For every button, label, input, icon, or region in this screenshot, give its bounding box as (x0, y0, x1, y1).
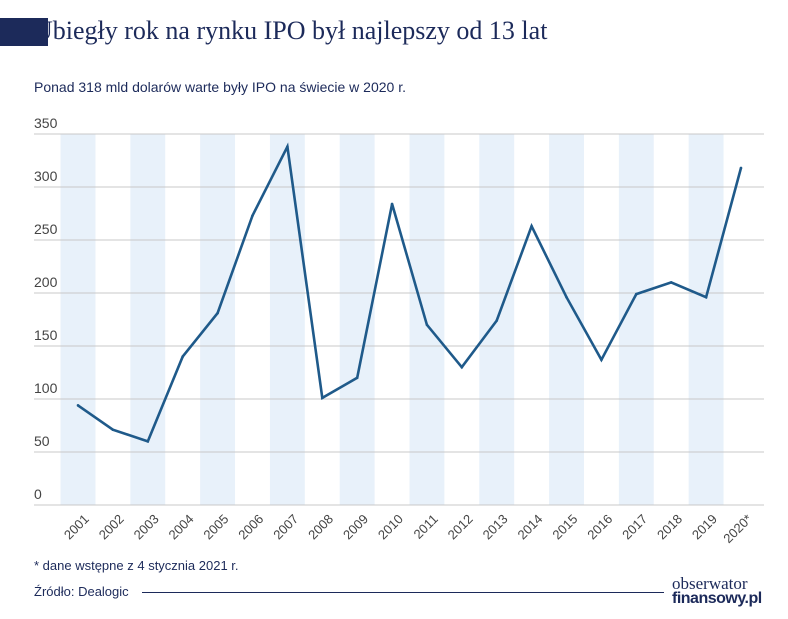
data-point-2015 (565, 295, 568, 299)
band-2003 (130, 134, 166, 505)
data-point-2007 (286, 145, 289, 149)
y-tick-label: 250 (34, 221, 58, 237)
logo-line-2: finansowy.pl (672, 590, 762, 607)
data-point-2010 (390, 202, 394, 206)
data-point-2012 (460, 365, 464, 369)
x-tick-label: 2005 (200, 511, 231, 542)
data-point-2014 (530, 224, 533, 228)
data-point-2004 (181, 355, 184, 358)
y-tick-label: 150 (34, 327, 58, 343)
y-tick-label: 0 (34, 486, 42, 502)
x-tick-label: 2012 (445, 511, 476, 542)
x-tick-label: 2020* (720, 511, 755, 546)
x-tick-label: 2011 (410, 511, 440, 541)
x-tick-label: 2014 (514, 511, 545, 542)
x-tick-label: 2001 (61, 511, 92, 542)
y-tick-label: 100 (34, 380, 58, 396)
x-tick-label: 2010 (375, 511, 406, 542)
data-point-2008 (320, 396, 324, 400)
data-point-2016 (600, 358, 603, 362)
data-point-2001 (76, 404, 80, 407)
data-point-2020* (739, 166, 743, 170)
x-tick-label: 2016 (584, 511, 615, 542)
title-accent-bar (0, 18, 48, 46)
y-tick-label: 200 (34, 274, 58, 290)
data-point-2009 (355, 376, 359, 380)
x-tick-label: 2018 (654, 511, 685, 542)
band-2005 (200, 134, 236, 505)
y-axis-ticks: 0 50 100 150 200 250 300 350 (34, 115, 58, 502)
chart-subtitle: Ponad 318 mld dolarów warte były IPO na … (34, 79, 406, 95)
brand-logo: obserwator finansowy.pl (672, 574, 762, 607)
x-tick-label: 2019 (689, 511, 720, 542)
x-tick-label: 2015 (549, 511, 580, 542)
x-tick-label: 2017 (619, 511, 650, 542)
band-2011 (409, 134, 445, 505)
data-point-2006 (251, 214, 254, 217)
gridlines (34, 133, 764, 506)
data-point-2017 (635, 292, 638, 296)
series-layer (76, 142, 743, 444)
y-tick-label: 50 (34, 433, 50, 449)
x-tick-label: 2004 (166, 511, 197, 542)
data-point-2013 (495, 319, 499, 322)
year-bands (60, 134, 724, 505)
y-tick-label: 350 (34, 115, 58, 131)
data-point-2002 (111, 428, 115, 432)
x-tick-label: 2006 (235, 511, 266, 542)
data-point-2018 (669, 281, 673, 284)
footnote: * dane wstępne z 4 stycznia 2021 r. (34, 558, 239, 573)
source-divider (142, 592, 664, 593)
logo-line-1: obserwator (672, 574, 748, 593)
chart-title: Ubiegły rok na rynku IPO był najlepszy o… (34, 16, 548, 45)
x-tick-label: 2008 (305, 511, 336, 542)
y-tick-label: 300 (34, 168, 58, 184)
series-line (77, 142, 743, 444)
band-2001 (60, 134, 96, 505)
x-tick-label: 2009 (340, 511, 371, 542)
source-label: Źródło: Dealogic (34, 584, 129, 599)
x-tick-label: 2003 (131, 511, 162, 542)
data-point-2019 (704, 295, 708, 299)
data-point-2005 (216, 311, 219, 315)
x-tick-label: 2013 (480, 511, 511, 542)
band-2017 (618, 134, 654, 505)
x-tick-label: 2002 (96, 511, 127, 542)
band-2007 (269, 134, 305, 505)
x-axis-ticks: 2001 2002 2003 2004 2005 2006 2007 2008 2009 2010… (61, 511, 755, 546)
x-tick-label: 2007 (270, 511, 301, 542)
band-2019 (688, 134, 724, 505)
data-point-2003 (146, 440, 150, 443)
data-point-2011 (425, 323, 429, 327)
